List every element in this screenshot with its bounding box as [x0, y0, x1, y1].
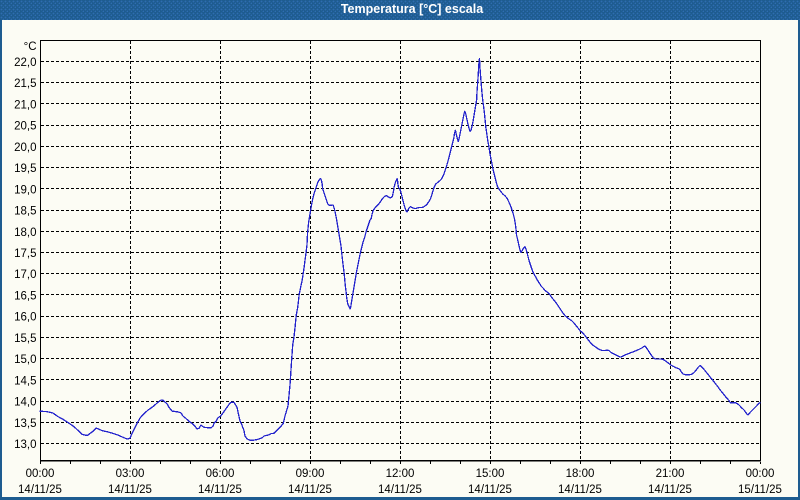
svg-text:00:00: 00:00 — [746, 468, 775, 480]
svg-text:21:00: 21:00 — [656, 468, 685, 480]
svg-text:14/11/25: 14/11/25 — [198, 484, 242, 496]
svg-text:19,5: 19,5 — [14, 163, 36, 175]
svg-text:17,5: 17,5 — [14, 248, 36, 260]
svg-text:16,0: 16,0 — [14, 312, 36, 324]
svg-text:16,5: 16,5 — [14, 290, 36, 302]
svg-text:14/11/25: 14/11/25 — [378, 484, 422, 496]
svg-text:15/11/25: 15/11/25 — [738, 484, 782, 496]
svg-text:14/11/25: 14/11/25 — [288, 484, 332, 496]
svg-text:12:00: 12:00 — [386, 468, 415, 480]
svg-text:21,5: 21,5 — [14, 78, 36, 90]
svg-text:21,0: 21,0 — [14, 99, 36, 111]
svg-text:14/11/25: 14/11/25 — [108, 484, 152, 496]
svg-text:09:00: 09:00 — [296, 468, 325, 480]
svg-text:14/11/25: 14/11/25 — [18, 484, 62, 496]
svg-text:15,0: 15,0 — [14, 354, 36, 366]
svg-text:17,0: 17,0 — [14, 269, 36, 281]
svg-text:15,5: 15,5 — [14, 333, 36, 345]
svg-text:06:00: 06:00 — [206, 468, 235, 480]
svg-text:14,0: 14,0 — [14, 397, 36, 409]
svg-text:19,0: 19,0 — [14, 184, 36, 196]
svg-text:18,0: 18,0 — [14, 227, 36, 239]
svg-text:20,5: 20,5 — [14, 121, 36, 133]
svg-text:°C: °C — [24, 41, 37, 53]
svg-text:14/11/25: 14/11/25 — [648, 484, 692, 496]
svg-text:22,0: 22,0 — [14, 57, 36, 69]
svg-text:18,5: 18,5 — [14, 206, 36, 218]
svg-text:18:00: 18:00 — [566, 468, 595, 480]
svg-text:13,0: 13,0 — [14, 439, 36, 451]
svg-text:14/11/25: 14/11/25 — [558, 484, 602, 496]
svg-text:00:00: 00:00 — [26, 468, 55, 480]
svg-text:03:00: 03:00 — [116, 468, 145, 480]
svg-text:14/11/25: 14/11/25 — [468, 484, 512, 496]
svg-text:14,5: 14,5 — [14, 375, 36, 387]
svg-text:13,5: 13,5 — [14, 418, 36, 430]
svg-text:15:00: 15:00 — [476, 468, 505, 480]
svg-text:20,0: 20,0 — [14, 142, 36, 154]
